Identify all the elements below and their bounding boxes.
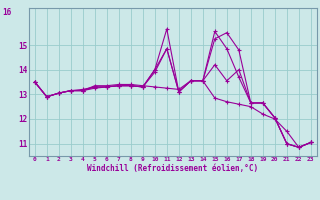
Text: 16: 16 (2, 8, 12, 17)
X-axis label: Windchill (Refroidissement éolien,°C): Windchill (Refroidissement éolien,°C) (87, 164, 258, 173)
